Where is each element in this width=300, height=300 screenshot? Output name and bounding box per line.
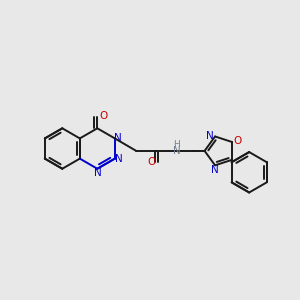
Text: O: O xyxy=(147,157,155,167)
Text: O: O xyxy=(99,111,107,122)
Text: H: H xyxy=(173,140,180,149)
Text: N: N xyxy=(206,130,214,141)
Text: N: N xyxy=(115,154,122,164)
Text: N: N xyxy=(211,165,218,175)
Text: N: N xyxy=(173,146,181,156)
Text: N: N xyxy=(114,134,122,143)
Text: N: N xyxy=(94,168,102,178)
Text: O: O xyxy=(233,136,242,146)
